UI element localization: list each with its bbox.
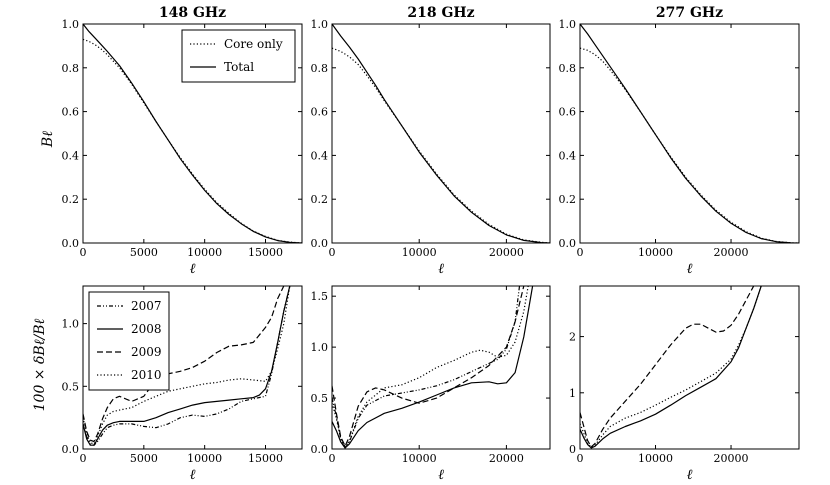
legend-label: Total [224,60,254,74]
x-tick-label: 0 [80,452,87,465]
y-tick-label: 0.8 [559,62,577,75]
panel-title: 218 GHz [407,5,474,21]
y-tick-label: 0.6 [311,106,329,119]
legend: Core only Total [181,29,296,83]
x-tick-label: 15000 [248,452,283,465]
x-tick-label: 0 [329,246,336,259]
y-tick-label: 0 [569,443,576,456]
x-tick-label: 5000 [130,452,158,465]
panel-4: 0 5000 10000 15000 0.0 0.5 1.0 ℓ 2007 2008 2009 201… [62,285,303,483]
x-tick-label: 20000 [489,246,524,259]
panel-1: 0 5000 10000 15000 0.0 0.2 0.4 0.6 0.8 1.0 148 GHz… [62,5,303,277]
series-line-2008 [580,286,762,449]
x-tick-label: 0 [80,246,87,259]
y-tick-label: 1 [569,387,576,400]
x-axis-label: ℓ [438,261,444,277]
x-axis-label: ℓ [438,467,444,483]
y-tick-label: 0.0 [559,237,577,250]
series-line-total [83,24,302,243]
y-tick-label: 1.5 [311,290,329,303]
x-tick-label: 10000 [402,452,437,465]
panel-2: 0 10000 20000 0.0 0.2 0.4 0.6 0.8 1.0 218 GHz ℓ [311,5,551,277]
y-tick-label: 1.0 [311,18,329,31]
y-tick-label: 0.4 [559,149,577,162]
y-tick-label: 0.0 [62,443,80,456]
x-axis-label: ℓ [190,467,196,483]
x-tick-label: 10000 [638,246,673,259]
panel-3: 0 10000 20000 0.0 0.2 0.4 0.6 0.8 1.0 277 GHz ℓ [559,5,800,277]
x-tick-label: 20000 [714,452,749,465]
axes-frame [579,285,800,450]
x-tick-label: 0 [329,452,336,465]
y-tick-label: 1.0 [62,18,80,31]
legend: 2007 2008 2009 2010 [88,291,170,391]
y-tick-label: 0.6 [559,106,577,119]
y-tick-label: 0.6 [62,106,80,119]
y-tick-label: 0.2 [559,193,577,206]
legend-label: 2008 [131,322,162,336]
x-tick-label: 15000 [248,246,283,259]
series-line-core-only [332,47,550,243]
series-line-2007 [332,286,521,448]
y-tick-label: 0.0 [62,237,80,250]
series-line-2009 [332,286,525,447]
x-tick-label: 10000 [187,452,222,465]
legend-label: 2007 [131,299,162,313]
panel-title: 277 GHz [656,5,723,21]
x-tick-label: 10000 [187,246,222,259]
x-tick-label: 20000 [714,246,749,259]
y-tick-label: 1.0 [311,341,329,354]
series-line-total [332,24,550,243]
series-line-2010 [332,286,529,448]
bottom-y-axis-label: 100 × δBℓ/Bℓ [32,318,48,411]
y-tick-label: 0.8 [311,62,329,75]
y-tick-label: 0.2 [62,193,80,206]
series-line-2009 [580,286,755,448]
legend-box [181,29,296,83]
top-y-axis-label: Bℓ [40,131,56,148]
x-tick-label: 0 [577,246,584,259]
series-line-2008 [332,286,534,449]
axes-frame [331,23,551,244]
x-tick-label: 10000 [402,246,437,259]
y-tick-label: 1.0 [559,18,577,31]
x-tick-label: 0 [577,452,584,465]
y-tick-label: 2 [569,331,576,344]
y-tick-label: 0.4 [311,149,329,162]
y-tick-label: 0.5 [62,380,80,393]
y-tick-label: 0.0 [311,237,329,250]
series-line-total [580,24,799,243]
panel-6: 0 10000 20000 0 1 2 ℓ [569,285,800,483]
x-tick-label: 10000 [638,452,673,465]
series-line-2007 [83,286,291,446]
x-axis-label: ℓ [190,261,196,277]
legend-label: 2009 [131,345,162,359]
y-tick-label: 0.2 [311,193,329,206]
y-tick-label: 0.4 [62,149,80,162]
x-axis-label: ℓ [687,261,693,277]
y-tick-label: 0.0 [311,443,329,456]
y-tick-label: 0.5 [311,392,329,405]
series-line-2010 [83,286,291,445]
x-tick-label: 20000 [489,452,524,465]
axes-frame [579,23,800,244]
series-line-2008 [83,286,291,446]
axes-frame [331,285,551,450]
panel-title: 148 GHz [159,5,226,21]
y-tick-label: 1.0 [62,318,80,331]
series-line-core-only [580,47,799,243]
x-tick-label: 5000 [130,246,158,259]
axes-frame [82,23,303,244]
legend-box [88,291,170,391]
legend-label: Core only [224,37,283,51]
y-tick-label: 0.8 [62,62,80,75]
legend-label: 2010 [131,368,162,382]
panel-5: 0 10000 20000 0.0 0.5 1.0 1.5 ℓ [311,285,551,483]
axes-frame [82,285,303,450]
x-axis-label: ℓ [687,467,693,483]
